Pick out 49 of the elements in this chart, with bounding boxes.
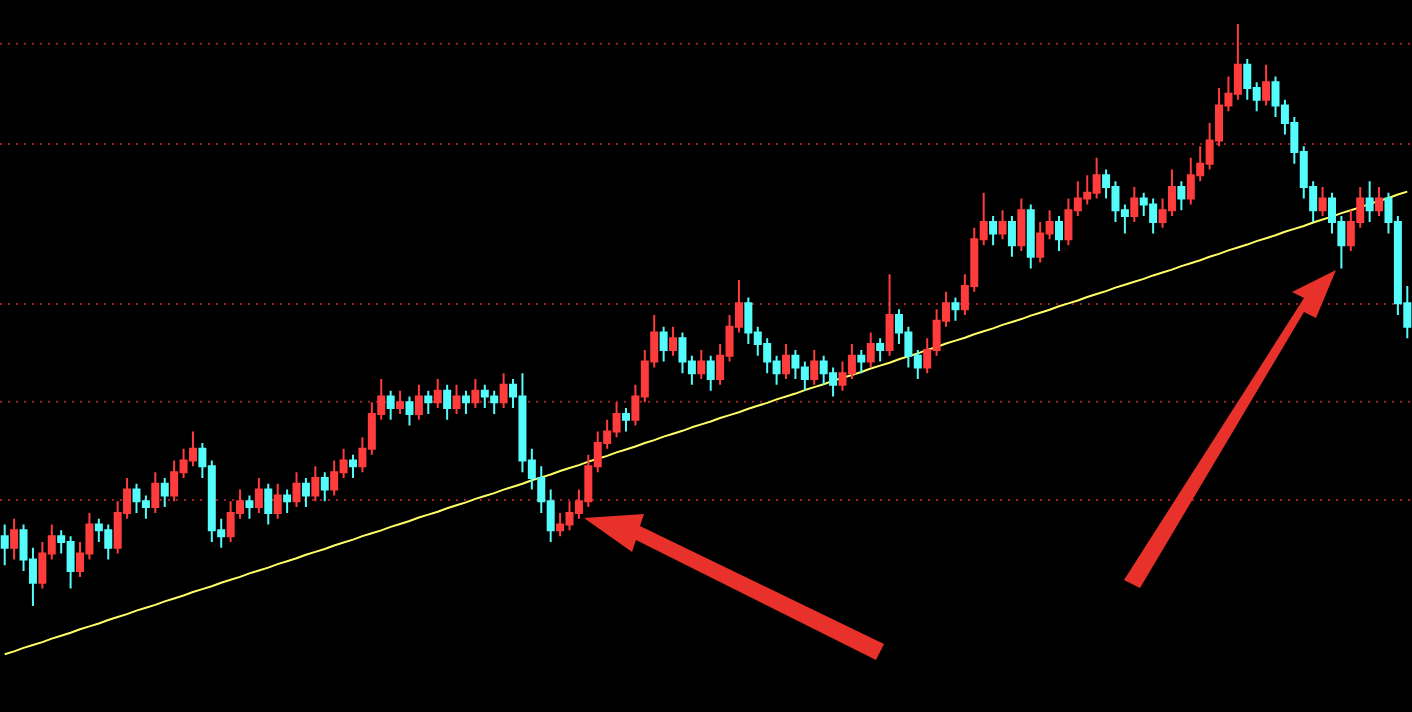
candlestick xyxy=(951,296,960,322)
candlestick xyxy=(1026,203,1035,270)
candlestick xyxy=(160,476,169,509)
candlestick xyxy=(782,343,791,381)
candlestick xyxy=(254,476,263,514)
candlestick xyxy=(301,476,310,509)
candlestick xyxy=(452,383,461,415)
candlestick xyxy=(1318,185,1327,218)
candlestick xyxy=(461,389,470,415)
candlestick xyxy=(885,273,894,357)
candlestick xyxy=(405,395,414,427)
candlestick xyxy=(0,523,9,567)
candlestick xyxy=(273,482,282,520)
candlestick xyxy=(499,372,508,410)
candlestick xyxy=(866,331,875,369)
candlestick xyxy=(876,337,885,363)
candlestick xyxy=(443,383,452,421)
candlestick xyxy=(320,471,329,503)
candlestick xyxy=(292,471,301,509)
candlestick xyxy=(414,383,423,421)
candlestick xyxy=(245,494,254,520)
candlestick xyxy=(1007,215,1016,258)
candlestick xyxy=(706,354,715,392)
candlestick xyxy=(1055,215,1063,252)
candlestick xyxy=(264,482,273,526)
candlestick xyxy=(386,389,395,421)
candlestick xyxy=(669,325,678,357)
candlestick xyxy=(989,215,998,247)
candlestick xyxy=(998,209,1007,241)
candlestick xyxy=(396,389,405,415)
candlestick xyxy=(621,407,630,433)
candlestick xyxy=(424,389,433,415)
candlestick xyxy=(433,378,442,410)
candlestick xyxy=(1375,185,1384,218)
candlestick xyxy=(311,465,320,503)
candlestick xyxy=(1177,180,1186,212)
candlestick xyxy=(10,517,19,561)
candlestick xyxy=(659,325,668,363)
candlestick xyxy=(810,348,819,386)
candlestick xyxy=(1017,197,1026,252)
candlestick xyxy=(349,453,357,479)
candlestick xyxy=(697,348,706,381)
candlestick xyxy=(283,488,292,514)
candlestick xyxy=(1365,180,1374,223)
candlestick xyxy=(1262,63,1271,107)
candlestick xyxy=(1130,185,1139,223)
candlestick xyxy=(857,348,866,375)
candlestick xyxy=(151,471,160,514)
candlestick xyxy=(471,378,480,410)
